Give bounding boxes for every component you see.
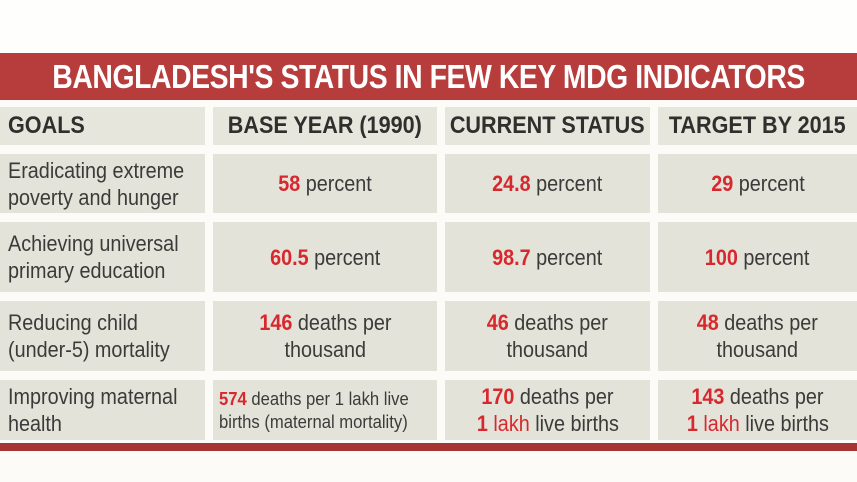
current-value-cell-row2: 98.7 percent (445, 222, 650, 292)
column-header-current-status: CURRENT STATUS (445, 107, 650, 145)
value-number: 58 (278, 171, 306, 196)
value-line: births (maternal mortality) (219, 410, 408, 433)
goal-label-line: poverty and hunger (8, 184, 179, 210)
base-value-cell-row1: 58 percent (213, 154, 437, 213)
value-line: 143 deaths per (691, 383, 823, 410)
bottom-divider-bar (0, 443, 857, 451)
base-value-cell-row4: 574 deaths per 1 lakh live births (matern… (213, 380, 437, 440)
value-number: 574 (219, 388, 252, 409)
value-line: 46 deaths per (487, 309, 608, 336)
goal-label-line: Improving maternal (8, 384, 178, 409)
target-value-cell-row2: 100 percent (658, 222, 857, 292)
target-value-cell-row4: 143 deaths per 1 lakh live births (658, 380, 857, 440)
value-unit-text: live births (744, 411, 829, 436)
column-header-label: BASE YEAR (1990) (227, 112, 423, 139)
current-value-cell-row3: 46 deaths per thousand (445, 301, 650, 371)
value-number: 1 (686, 411, 704, 436)
value-number: lakh (493, 411, 535, 436)
column-header-goals: GOALS (0, 107, 205, 145)
value-number: 143 (691, 384, 730, 409)
base-value-cell-row2: 60.5 percent (213, 222, 437, 292)
value-number: 48 (696, 310, 725, 335)
goal-label-line: primary education (8, 258, 166, 283)
value-line: 48 deaths per (697, 309, 818, 336)
value-number: 60.5 (269, 244, 314, 270)
value-unit-text: percent (738, 171, 805, 196)
value-unit-text: thousand (506, 337, 589, 362)
value-unit-text: deaths per (729, 384, 824, 409)
goal-label-line: Reducing child (8, 310, 138, 335)
column-header-label: GOALS (8, 112, 85, 139)
value-unit-text: deaths per (514, 310, 609, 335)
column-header-label: CURRENT STATUS (450, 112, 645, 139)
value-line: 60.5 percent (270, 244, 380, 271)
value-unit-text: percent (536, 244, 603, 270)
goal-label-line: Eradicating extreme (8, 157, 185, 183)
value-unit-text: births (maternal mortality) (219, 411, 408, 432)
base-value-cell-row3: 146 deaths per thousand (213, 301, 437, 371)
target-value-cell-row1: 29 percent (658, 154, 857, 213)
value-unit-text: live births (534, 411, 619, 436)
value-unit-text: percent (313, 244, 381, 270)
value-number: 1 (476, 411, 494, 436)
value-unit-text: percent (305, 171, 372, 196)
column-header-label: TARGET BY 2015 (669, 112, 846, 139)
goal-label-line: health (8, 411, 62, 436)
value-number: 29 (710, 171, 739, 196)
value-unit-text: deaths per (297, 310, 392, 335)
value-unit-text: thousand (284, 337, 366, 362)
value-line: 24.8 percent (492, 170, 602, 197)
value-unit-text: percent (536, 171, 603, 196)
value-line: 29 percent (711, 170, 805, 197)
value-number: 24.8 (492, 171, 537, 196)
value-number: 98.7 (492, 244, 537, 270)
title-bar: BANGLADESH'S STATUS IN FEW KEY MDG INDIC… (0, 53, 857, 100)
value-line: 146 deaths per (259, 309, 391, 336)
value-unit-text: thousand (716, 337, 799, 362)
value-line: 1 lakh live births (686, 410, 828, 437)
goal-cell-row1: Eradicating extreme poverty and hunger (0, 154, 205, 213)
goal-cell-row2: Achieving universal primary education (0, 222, 205, 292)
top-margin (0, 0, 857, 53)
current-value-cell-row1: 24.8 percent (445, 154, 650, 213)
goal-label-line: (under-5) mortality (8, 337, 170, 362)
value-unit-text: deaths per (724, 310, 819, 335)
value-line: thousand (284, 336, 365, 363)
value-line: 98.7 percent (492, 244, 602, 271)
goal-cell-row3: Reducing child (under-5) mortality (0, 301, 205, 371)
value-number: lakh (703, 411, 745, 436)
value-line: thousand (717, 336, 798, 363)
value-line: 58 percent (278, 170, 372, 197)
target-value-cell-row3: 48 deaths per thousand (658, 301, 857, 371)
value-line: 170 deaths per (481, 383, 613, 410)
mdg-table: GOALS BASE YEAR (1990) CURRENT STATUS TARGE… (0, 107, 857, 440)
value-line: 1 lakh live births (476, 410, 618, 437)
value-unit-text: percent (743, 244, 810, 270)
value-number: 170 (481, 384, 520, 409)
goal-label-line: Achieving universal (8, 231, 179, 256)
value-number: 100 (705, 244, 744, 270)
value-line: thousand (507, 336, 588, 363)
value-unit-text: deaths per 1 lakh live (251, 388, 409, 409)
value-line: 574 deaths per 1 lakh live (219, 387, 409, 410)
value-line: 100 percent (705, 244, 810, 271)
value-number: 46 (486, 310, 515, 335)
column-header-base-year: BASE YEAR (1990) (213, 107, 437, 145)
current-value-cell-row4: 170 deaths per 1 lakh live births (445, 380, 650, 440)
value-unit-text: deaths per (519, 384, 614, 409)
column-header-target-2015: TARGET BY 2015 (658, 107, 857, 145)
value-number: 146 (258, 310, 298, 335)
page-title: BANGLADESH'S STATUS IN FEW KEY MDG INDIC… (52, 57, 805, 95)
goal-cell-row4: Improving maternal health (0, 380, 205, 440)
